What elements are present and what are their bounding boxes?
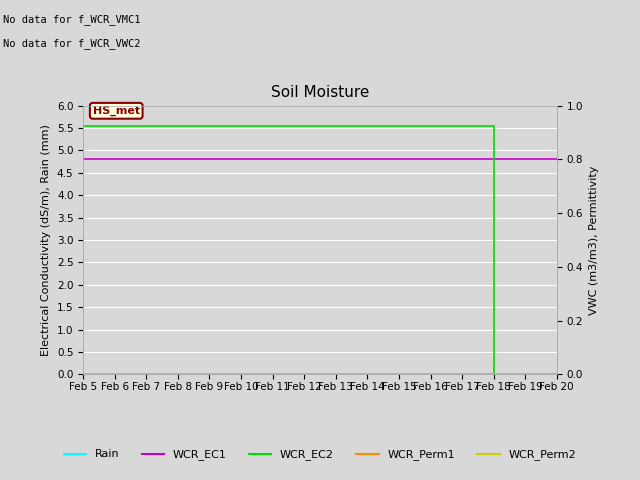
Text: No data for f_WCR_VMC1: No data for f_WCR_VMC1 <box>3 14 141 25</box>
Text: HS_met: HS_met <box>93 106 140 116</box>
Title: Soil Moisture: Soil Moisture <box>271 85 369 100</box>
Y-axis label: Electrical Conductivity (dS/m), Rain (mm): Electrical Conductivity (dS/m), Rain (mm… <box>42 124 51 356</box>
Legend: Rain, WCR_EC1, WCR_EC2, WCR_Perm1, WCR_Perm2: Rain, WCR_EC1, WCR_EC2, WCR_Perm1, WCR_P… <box>60 445 580 465</box>
Y-axis label: VWC (m3/m3), Permittivity: VWC (m3/m3), Permittivity <box>589 165 598 315</box>
Text: No data for f_WCR_VWC2: No data for f_WCR_VWC2 <box>3 38 141 49</box>
